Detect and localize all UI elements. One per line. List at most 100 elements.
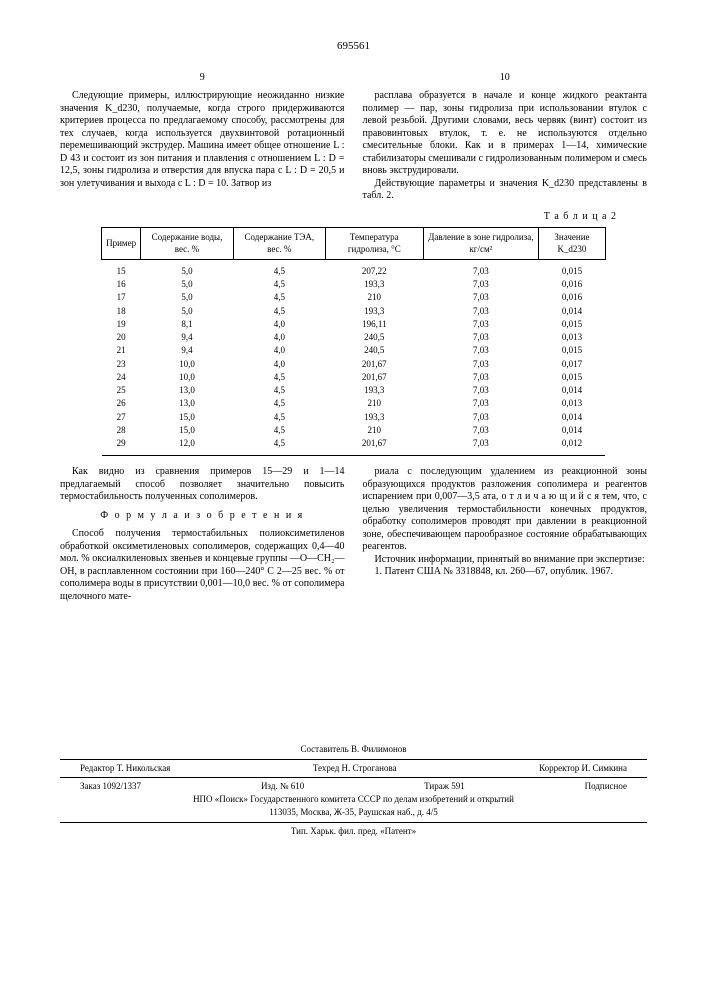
table-cell: 240,5 xyxy=(325,344,423,357)
formula-title: Ф о р м у л а и з о б р е т е н и я xyxy=(60,510,345,523)
table-cell: 196,11 xyxy=(325,318,423,331)
table-cell: 4,5 xyxy=(233,305,325,318)
lower-right-column: риала с последующим удалением из реакцио… xyxy=(363,466,648,603)
table-cell: 0,014 xyxy=(538,411,605,424)
table-cell: 0,015 xyxy=(538,344,605,357)
table-cell: 4,5 xyxy=(233,437,325,456)
table-cell: 15 xyxy=(102,259,141,278)
table-cell: 0,017 xyxy=(538,358,605,371)
table-cell: 7,03 xyxy=(423,318,538,331)
table-cell: 20 xyxy=(102,331,141,344)
footer-compiler: Составитель В. Филимонов xyxy=(60,743,647,756)
th-temp: Температура гидролиза, °С xyxy=(325,228,423,260)
table-cell: 23 xyxy=(102,358,141,371)
right-column: 10 расплава образуется в начале и конце … xyxy=(363,72,648,203)
table-cell: 25 xyxy=(102,384,141,397)
lower-right-p1: риала с последующим удалением из реакцио… xyxy=(363,466,648,554)
table-cell: 12,0 xyxy=(141,437,234,456)
th-pressure: Давление в зоне гидролиза, кг/см² xyxy=(423,228,538,260)
table-row: 175,04,52107,030,016 xyxy=(102,291,606,304)
table-row: 2613,04,52107,030,013 xyxy=(102,397,606,410)
right-col-number: 10 xyxy=(363,72,648,85)
footer-order: Заказ 1092/1337 xyxy=(80,781,141,792)
table-cell: 193,3 xyxy=(325,384,423,397)
th-tea: Содержание ТЭА, вес. % xyxy=(233,228,325,260)
table-cell: 24 xyxy=(102,371,141,384)
th-water: Содержание воды, вес. % xyxy=(141,228,234,260)
lower-right-p3: 1. Патент США № 3318848, кл. 260—67, опу… xyxy=(363,566,648,579)
table-cell: 29 xyxy=(102,437,141,456)
footer-editor: Редактор Т. Никольская xyxy=(80,763,170,774)
table-cell: 201,67 xyxy=(325,437,423,456)
table-cell: 5,0 xyxy=(141,278,234,291)
table-cell: 15,0 xyxy=(141,424,234,437)
table-cell: 0,014 xyxy=(538,305,605,318)
lower-right-p2: Источник информации, принятый во внимани… xyxy=(363,554,648,567)
footer-rule-2 xyxy=(60,777,647,778)
footer-podpisnoe: Подписное xyxy=(585,781,627,792)
footer-block: Составитель В. Филимонов Редактор Т. Ник… xyxy=(60,743,647,838)
table-cell: 0,013 xyxy=(538,397,605,410)
table-cell: 9,4 xyxy=(141,331,234,344)
table-cell: 210 xyxy=(325,424,423,437)
table-row: 209,44,0240,57,030,013 xyxy=(102,331,606,344)
table-cell: 7,03 xyxy=(423,358,538,371)
right-paragraph-2: Действующие параметры и значения K_d230 … xyxy=(363,178,648,203)
table-cell: 4,5 xyxy=(233,371,325,384)
table-cell: 17 xyxy=(102,291,141,304)
table-cell: 0,015 xyxy=(538,371,605,384)
footer-printer: Тип. Харьк. фил. пред. «Патент» xyxy=(60,825,647,838)
table-cell: 10,0 xyxy=(141,358,234,371)
table-cell: 18 xyxy=(102,305,141,318)
footer-order-line: Заказ 1092/1337 Изд. № 610 Тираж 591 Под… xyxy=(60,780,647,793)
table-cell: 0,015 xyxy=(538,259,605,278)
table-cell: 4,5 xyxy=(233,291,325,304)
table-cell: 7,03 xyxy=(423,424,538,437)
data-table: Пример Содержание воды, вес. % Содержани… xyxy=(101,227,606,456)
table-cell: 7,03 xyxy=(423,344,538,357)
footer-izd: Изд. № 610 xyxy=(261,781,304,792)
table-cell: 7,03 xyxy=(423,259,538,278)
table-cell: 5,0 xyxy=(141,259,234,278)
table-cell: 4,5 xyxy=(233,384,325,397)
table-cell: 26 xyxy=(102,397,141,410)
right-paragraph-1: расплава образуется в начале и конце жид… xyxy=(363,90,648,178)
left-column: 9 Следующие примеры, иллюстрирующие неож… xyxy=(60,72,345,203)
table-cell: 0,012 xyxy=(538,437,605,456)
table-cell: 10,0 xyxy=(141,371,234,384)
table-cell: 7,03 xyxy=(423,331,538,344)
footer-rule-3 xyxy=(60,822,647,823)
left-col-number: 9 xyxy=(60,72,345,85)
table-row: 185,04,5193,37,030,014 xyxy=(102,305,606,318)
table-cell: 7,03 xyxy=(423,411,538,424)
table-cell: 193,3 xyxy=(325,305,423,318)
th-example: Пример xyxy=(102,228,141,260)
table-cell: 5,0 xyxy=(141,291,234,304)
footer-addr: 113035, Москва, Ж-35, Раушская наб., д. … xyxy=(60,806,647,819)
table-cell: 207,22 xyxy=(325,259,423,278)
upper-columns: 9 Следующие примеры, иллюстрирующие неож… xyxy=(60,72,647,203)
table-cell: 4,5 xyxy=(233,278,325,291)
table-header-row: Пример Содержание воды, вес. % Содержани… xyxy=(102,228,606,260)
table-cell: 4,0 xyxy=(233,358,325,371)
table-row: 2410,04,5201,677,030,015 xyxy=(102,371,606,384)
document-number: 695561 xyxy=(60,40,647,54)
table-cell: 5,0 xyxy=(141,305,234,318)
table-cell: 193,3 xyxy=(325,411,423,424)
th-kd230: Значение K_d230 xyxy=(538,228,605,260)
footer-rule-1 xyxy=(60,759,647,760)
table-cell: 13,0 xyxy=(141,397,234,410)
lower-left-p1: Как видно из сравнения примеров 15—29 и … xyxy=(60,466,345,504)
table-cell: 19 xyxy=(102,318,141,331)
table-cell: 28 xyxy=(102,424,141,437)
lower-columns: Как видно из сравнения примеров 15—29 и … xyxy=(60,466,647,603)
table-label: Т а б л и ц а 2 xyxy=(60,211,647,224)
table-cell: 193,3 xyxy=(325,278,423,291)
table-cell: 21 xyxy=(102,344,141,357)
lower-left-column: Как видно из сравнения примеров 15—29 и … xyxy=(60,466,345,603)
table-cell: 4,0 xyxy=(233,331,325,344)
table-cell: 0,014 xyxy=(538,384,605,397)
table-cell: 4,0 xyxy=(233,344,325,357)
table-cell: 0,016 xyxy=(538,278,605,291)
table-cell: 8,1 xyxy=(141,318,234,331)
